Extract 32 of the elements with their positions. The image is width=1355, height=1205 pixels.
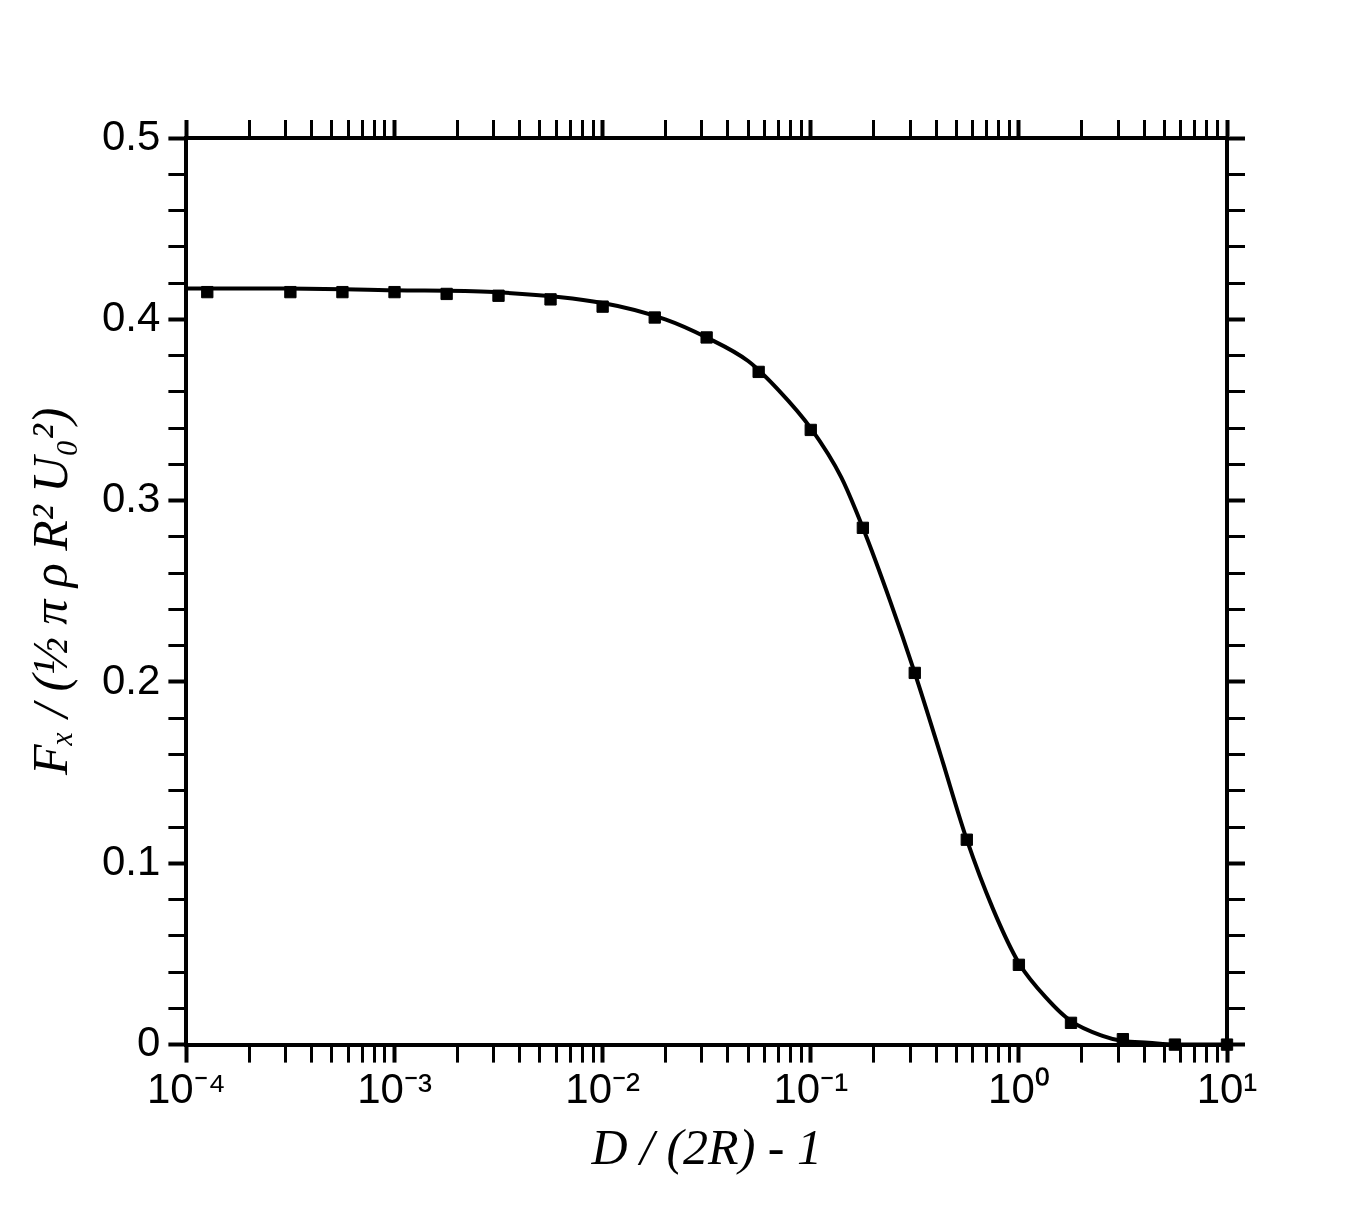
point bbox=[804, 423, 817, 437]
y-tick-label: 0.2 bbox=[102, 655, 161, 703]
y-tick-label: 0.4 bbox=[102, 292, 161, 340]
point bbox=[388, 285, 401, 299]
point bbox=[1064, 1016, 1078, 1029]
x-axis-title: D / (2R) - 1 bbox=[590, 1119, 822, 1176]
x-tick-label: 10⁻⁴ bbox=[147, 1065, 226, 1113]
point bbox=[856, 521, 870, 534]
point bbox=[544, 293, 557, 306]
point bbox=[492, 289, 505, 302]
x-tick-label: 10⁻² bbox=[565, 1065, 640, 1113]
point bbox=[908, 666, 921, 680]
point bbox=[284, 285, 297, 299]
x-tick-label: 10⁻¹ bbox=[773, 1065, 849, 1113]
y-axis-title: Fₓ / (½ π ρ R² U₀²) bbox=[22, 407, 79, 777]
point bbox=[596, 300, 609, 313]
point bbox=[700, 331, 713, 344]
point bbox=[1012, 958, 1026, 971]
x-tick-label: 10⁰ bbox=[988, 1065, 1050, 1113]
point bbox=[1220, 1038, 1234, 1051]
point bbox=[960, 833, 973, 846]
y-tick-label: 0.1 bbox=[102, 836, 161, 884]
y-tick-label: 0.3 bbox=[102, 474, 161, 522]
point bbox=[336, 285, 349, 299]
x-tick-label: 10⁻³ bbox=[357, 1065, 432, 1113]
point bbox=[752, 365, 765, 379]
point bbox=[648, 311, 661, 324]
point bbox=[1168, 1038, 1182, 1051]
y-tick-label: 0.5 bbox=[102, 111, 161, 159]
x-tick-label: 10¹ bbox=[1196, 1065, 1258, 1113]
y-tick-label: 0 bbox=[137, 1018, 161, 1066]
point bbox=[440, 287, 453, 301]
